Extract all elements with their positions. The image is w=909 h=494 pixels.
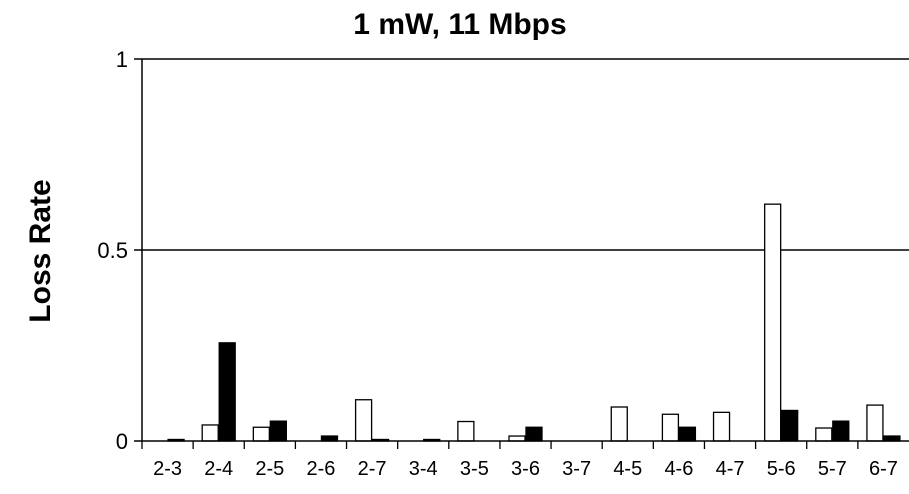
bars	[167, 203, 901, 442]
bar-4-7-series-1	[712, 411, 731, 442]
bar-4-6-series-1	[661, 413, 680, 442]
bar-4-5-series-1	[610, 406, 628, 442]
y-tick-label-2: 1	[116, 47, 128, 72]
x-tick-label-5-6: 5-6	[767, 458, 796, 480]
x-tick-label-3-4: 3-4	[409, 458, 438, 480]
x-tick-labels: 2-3 2-4 2-5 2-6 2-7 3-4 3-5 3-6 3-7 4-5 4-6 4-7 5-6 5…	[153, 458, 898, 480]
bar-6-7-series-1	[866, 404, 884, 442]
chart-title: 1 mW, 11 Mbps	[353, 8, 566, 41]
bar-2-4-series-2	[218, 342, 236, 442]
bar-3-5-series-1	[457, 420, 475, 442]
bar-2-4-series-1	[201, 424, 219, 442]
gridlines	[142, 58, 909, 251]
y-tick-label-1: 0.5	[97, 238, 128, 263]
bar-2-7-series-1	[354, 399, 373, 442]
x-tick-label-2-5: 2-5	[255, 458, 284, 480]
x-tick-label-3-5: 3-5	[460, 458, 489, 480]
x-tick-label-2-4: 2-4	[204, 458, 233, 480]
bar-5-6-series-1	[764, 203, 782, 442]
bar-2-5-series-1	[252, 426, 270, 442]
y-tick-labels: 00.51	[97, 47, 128, 454]
y-axis-label: Loss Rate	[24, 179, 57, 322]
y-tick-label-0: 0	[116, 429, 128, 454]
x-tick-label-2-3: 2-3	[153, 458, 182, 480]
x-tick-label-6-7: 6-7	[869, 458, 898, 480]
x-tick-label-4-5: 4-5	[613, 458, 642, 480]
axes	[134, 58, 909, 449]
bar-4-6-series-2	[678, 426, 697, 442]
x-tick-label-4-6: 4-6	[664, 458, 693, 480]
x-tick-label-2-7: 2-7	[358, 458, 387, 480]
bar-3-6-series-2	[525, 426, 543, 442]
bar-5-7-series-2	[832, 420, 850, 442]
x-tick-label-3-6: 3-6	[511, 458, 540, 480]
bar-5-6-series-2	[781, 409, 799, 442]
x-tick-label-3-7: 3-7	[562, 458, 591, 480]
x-tick-label-4-7: 4-7	[716, 458, 745, 480]
x-tick-label-5-7: 5-7	[818, 458, 847, 480]
bar-5-7-series-1	[815, 427, 833, 442]
bar-2-5-series-2	[269, 420, 287, 442]
x-tick-label-2-6: 2-6	[307, 458, 336, 480]
